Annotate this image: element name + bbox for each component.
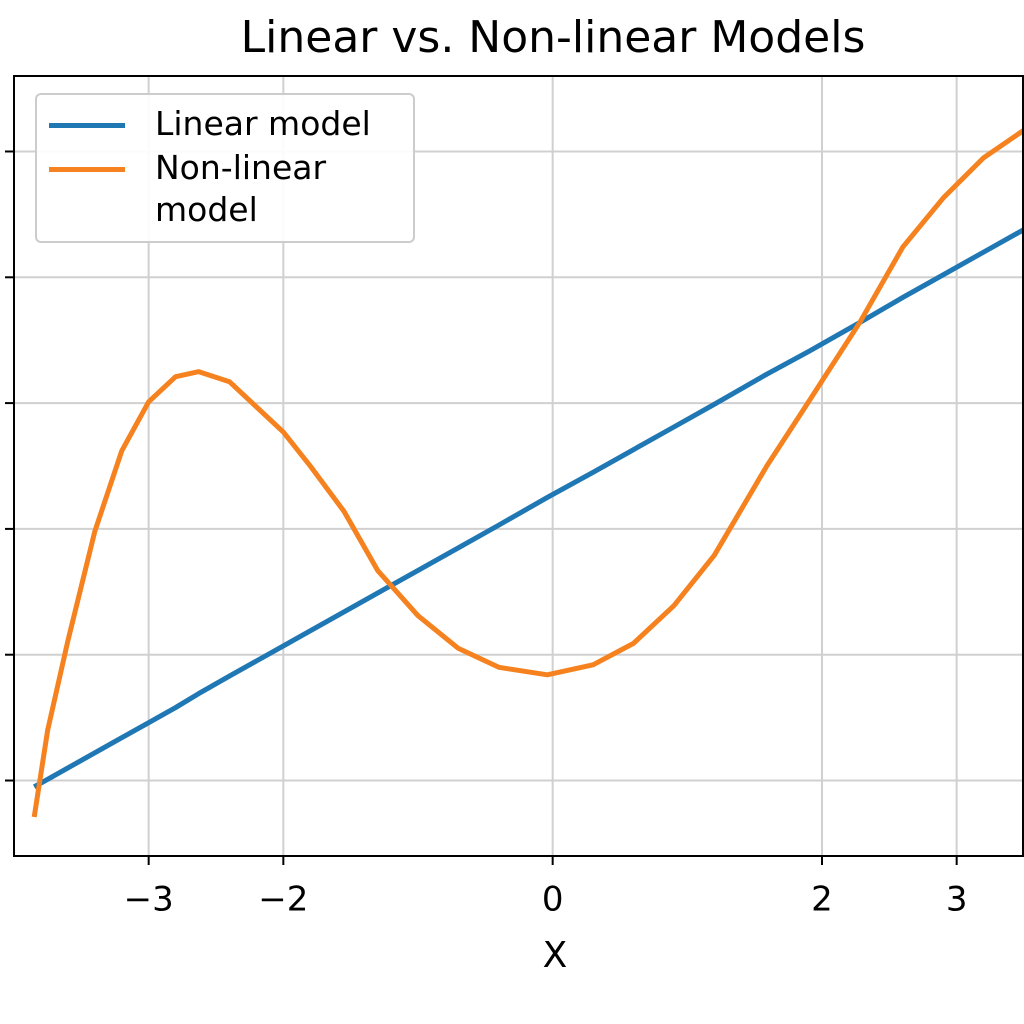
x-tick-label: −3 [124, 880, 174, 920]
series-line [32, 227, 1024, 789]
legend-swatch [49, 123, 125, 128]
legend-label: Non-linear model [155, 148, 327, 229]
x-tick-label: 3 [946, 880, 968, 920]
x-axis-label: X [543, 935, 568, 976]
series-line [31, 128, 1024, 818]
axes-frame [13, 75, 1024, 857]
legend-label: Linear model [155, 104, 371, 143]
x-tick-label: 2 [811, 880, 833, 920]
x-tick-label: 0 [542, 880, 564, 920]
chart-title: Linear vs. Non-linear Models [241, 12, 866, 63]
legend-item: Linear model [47, 103, 395, 145]
legend: Linear model Non-linear model [35, 93, 415, 243]
legend-item: Non-linear model [47, 147, 395, 231]
x-tick-label: −2 [258, 880, 308, 920]
legend-swatch [49, 167, 125, 172]
